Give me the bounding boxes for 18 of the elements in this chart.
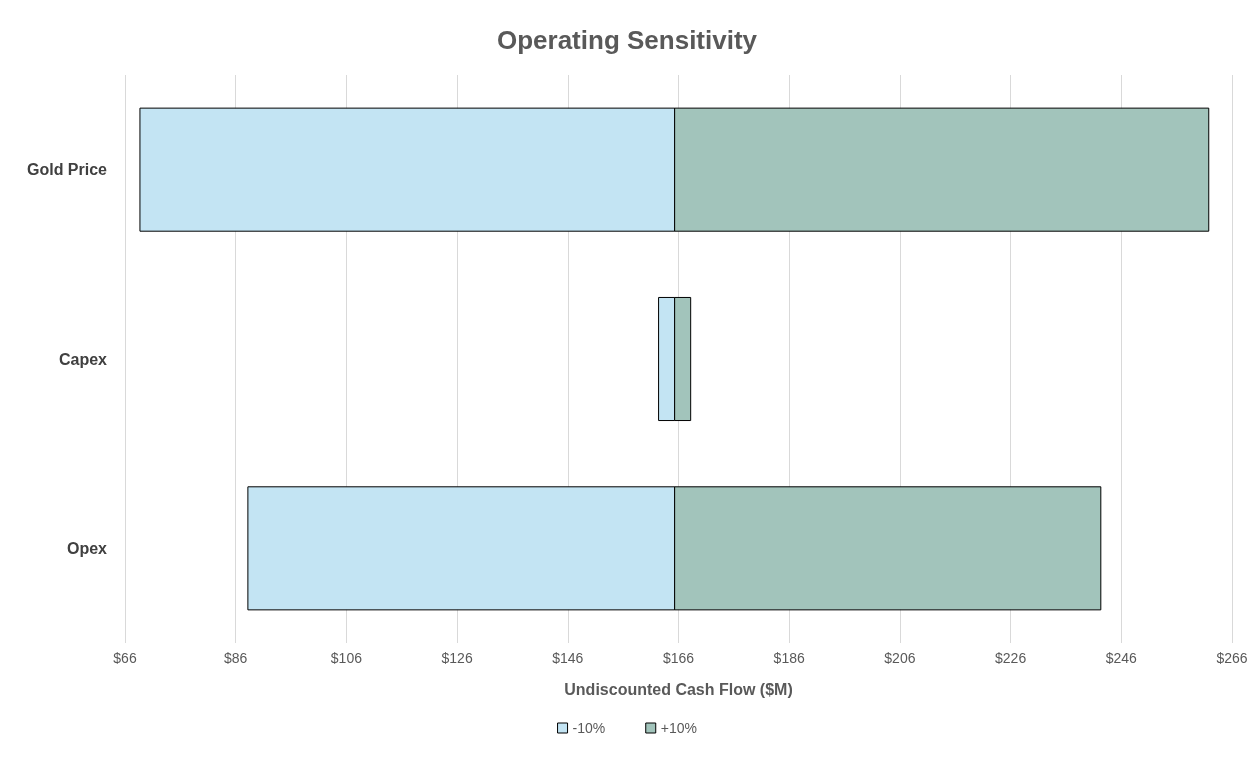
x-tick-label: $246	[1105, 650, 1138, 666]
x-tick-label: $226	[995, 650, 1027, 666]
x-tick-label: $186	[773, 650, 805, 666]
x-tick-label: $126	[441, 650, 473, 666]
y-tick-label: Capex	[58, 350, 108, 368]
x-tick-label: $86	[224, 650, 248, 666]
x-tick-label: $66	[113, 650, 137, 666]
x-axis-title: Undiscounted Cash Flow ($M)	[564, 680, 793, 698]
y-tick-label: Opex	[66, 539, 108, 557]
x-tick-label: $146	[552, 650, 584, 666]
x-tick-label: $106	[330, 650, 363, 666]
x-tick-label: $206	[884, 650, 916, 666]
legend-label: +10%	[660, 720, 697, 736]
chart-title: Operating Sensitivity	[496, 25, 758, 55]
legend-label: -10%	[572, 720, 606, 736]
x-tick-label: $266	[1216, 650, 1248, 666]
y-tick-label: Gold Price	[26, 161, 108, 179]
x-tick-label: $166	[662, 650, 695, 666]
